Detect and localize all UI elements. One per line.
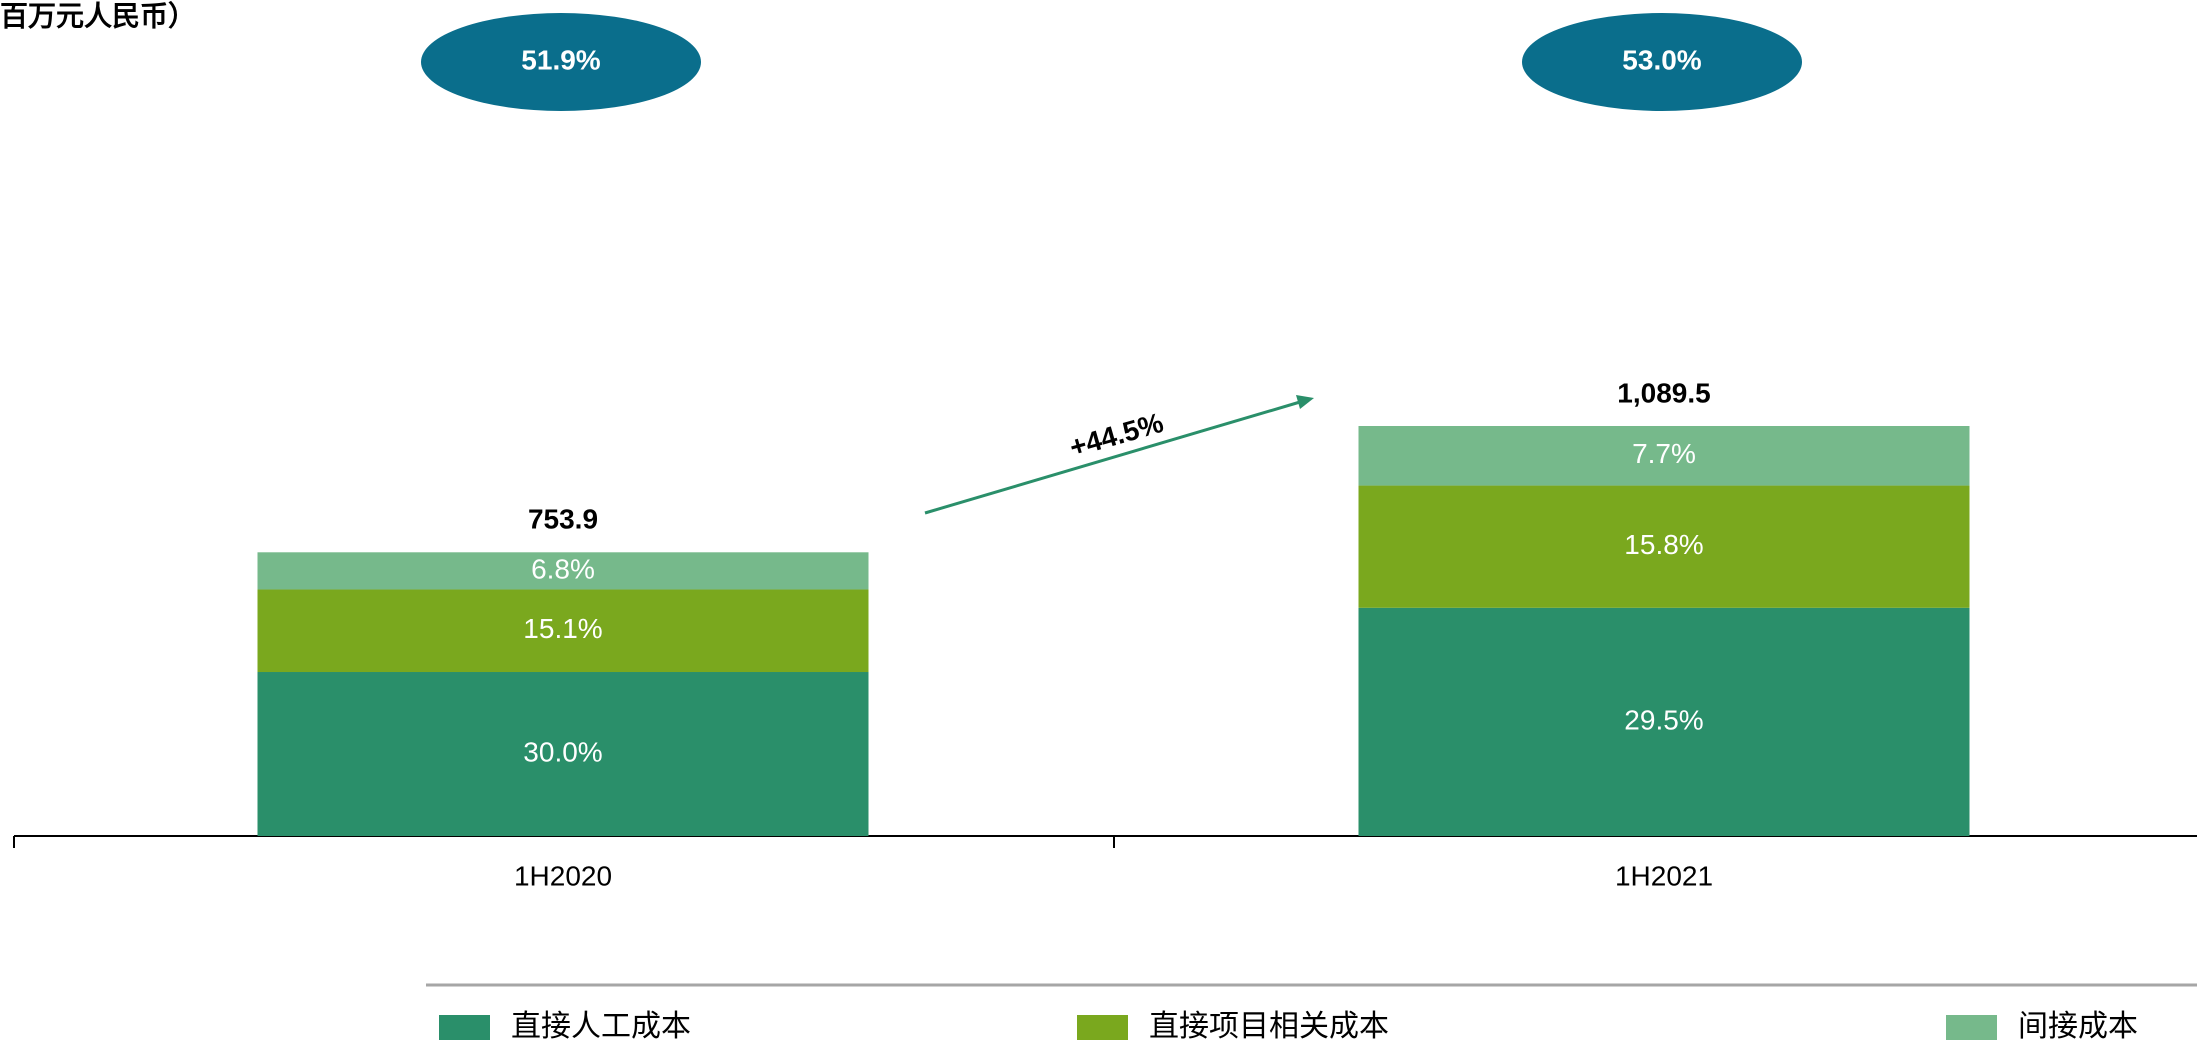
bar-segment: [1358, 607, 1970, 836]
growth-annotation: +44.5%: [1066, 407, 1167, 463]
legend-swatch: [439, 1015, 490, 1040]
total-label: 753.9: [528, 504, 598, 535]
segment-label: 15.8%: [1624, 529, 1703, 560]
legend-label: 间接成本: [2018, 1009, 2138, 1044]
segment-label: 7.7%: [1632, 438, 1696, 469]
segment-label: 29.5%: [1624, 704, 1703, 735]
legend-swatch: [1077, 1015, 1128, 1040]
ratio-bubble: [421, 13, 701, 111]
arrow-head: [1296, 395, 1314, 409]
bar-segment: [257, 589, 869, 673]
segment-label: 6.8%: [531, 553, 595, 584]
segment-label: 15.1%: [523, 613, 602, 644]
legend-label: 直接项目相关成本: [1149, 1009, 1389, 1044]
bar-segment: [257, 552, 869, 590]
growth-arrow: [924, 400, 1301, 515]
bar-segment: [1358, 426, 1970, 486]
x-tick-label: 1H2021: [1615, 860, 1713, 891]
bar-segment: [1358, 485, 1970, 608]
segment-label: 30.0%: [523, 736, 602, 767]
ratio-bubble: [1522, 13, 1802, 111]
bar-segment: [257, 672, 869, 836]
legend-label: 直接人工成本: [511, 1009, 691, 1044]
chart-title: 百万元人民币）: [0, 0, 196, 33]
legend-swatch: [1946, 1015, 1997, 1040]
ratio-label: 51.9%: [521, 44, 600, 75]
ratio-label: 53.0%: [1622, 44, 1701, 75]
x-tick-label: 1H2020: [514, 860, 612, 891]
total-label: 1,089.5: [1617, 377, 1710, 408]
